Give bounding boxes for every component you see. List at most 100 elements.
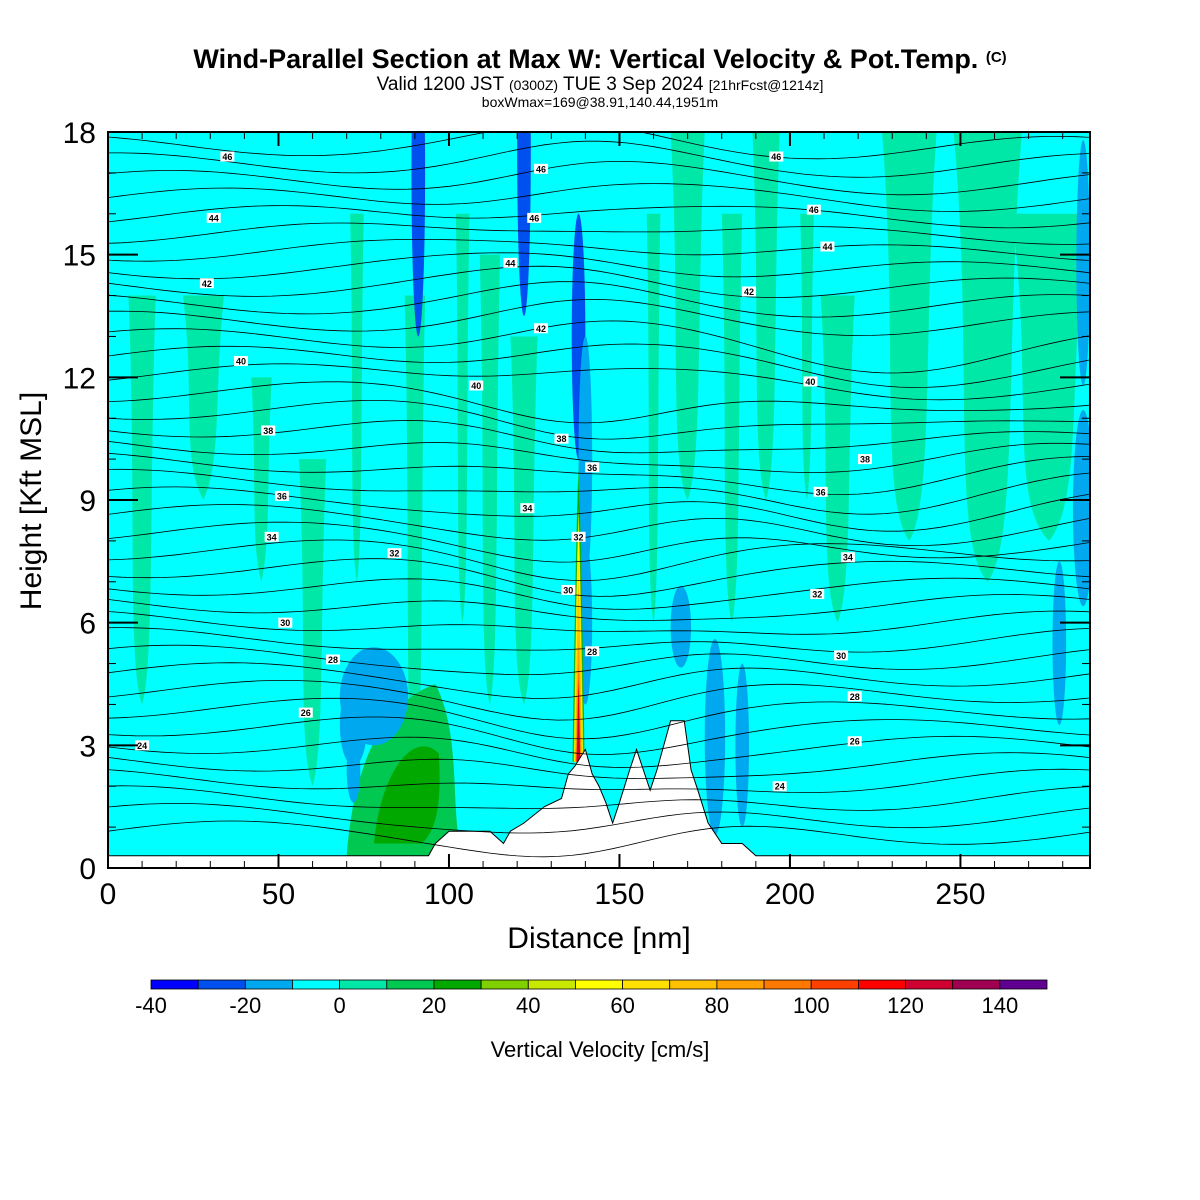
theta-label: 42 [199, 278, 214, 289]
theta-contour-line [108, 662, 1090, 699]
updraft-streak [800, 213, 814, 500]
chart-subtitle-box: boxWmax=169@38.91,140.44,1951m [481, 94, 719, 110]
terrain-profile [108, 720, 1090, 868]
colorbar-tick-label: -20 [229, 993, 261, 1018]
y-axis-label: Height [Kft MSL] [15, 392, 48, 610]
theta-contour-line [108, 752, 1090, 780]
theta-label: 46 [534, 163, 549, 174]
theta-label: 44 [820, 241, 835, 252]
updraft-streak [721, 213, 743, 623]
theta-contour-line [108, 558, 1090, 597]
colorbar-tick-label: 20 [422, 993, 446, 1018]
theta-contour-line [108, 363, 1090, 401]
theta-label: 36 [274, 490, 289, 501]
theta-label: 26 [847, 736, 862, 747]
colorbar-swatch [480, 979, 529, 990]
x-tick-label: 150 [594, 878, 644, 911]
theta-contour-line [108, 320, 1090, 374]
colorbar-swatch [999, 979, 1048, 990]
downdraft-patch [339, 684, 368, 766]
downdraft-patch [735, 663, 750, 828]
theta-label: 28 [326, 654, 341, 665]
theta-label: 24 [772, 781, 787, 792]
theta-label: 32 [571, 531, 586, 542]
theta-label: 46 [806, 204, 821, 215]
theta-contour-line [108, 802, 1090, 834]
theta-contour-line [108, 381, 1090, 424]
svg-text:36: 36 [277, 491, 287, 501]
downdraft-patch [517, 132, 531, 316]
theta-contour-line [108, 140, 1090, 178]
svg-text:46: 46 [222, 152, 232, 162]
colorbar-tick-label: 100 [793, 993, 830, 1018]
theta-contour-line [108, 265, 1090, 299]
theta-contour-line [108, 252, 1090, 280]
theta-label: 34 [840, 552, 855, 563]
theta-label: 32 [810, 589, 825, 600]
theta-label: 40 [233, 355, 248, 366]
y-tick-label: 9 [79, 485, 96, 518]
y-tick-label: 15 [63, 240, 96, 273]
theta-label: 42 [742, 286, 757, 297]
svg-text:32: 32 [389, 549, 399, 559]
y-tick-label: 6 [79, 608, 96, 641]
svg-text:40: 40 [236, 356, 246, 366]
svg-text:42: 42 [536, 324, 546, 334]
theta-label: 42 [534, 323, 549, 334]
downdraft-patch [411, 132, 426, 337]
svg-text:34: 34 [843, 553, 853, 563]
svg-text:26: 26 [301, 708, 311, 718]
theta-label: 44 [206, 212, 221, 223]
colorbar-swatch [244, 979, 293, 990]
svg-text:44: 44 [505, 258, 515, 268]
theta-label: 46 [220, 151, 235, 162]
x-tick-label: 250 [935, 878, 985, 911]
svg-text:30: 30 [280, 618, 290, 628]
downdraft-patch [578, 336, 593, 582]
svg-text:44: 44 [822, 242, 832, 252]
svg-text:40: 40 [471, 381, 481, 391]
x-axis: 0 50 100 150 200 250 [100, 132, 1064, 911]
terrain [108, 720, 1090, 868]
colorbar-swatch [905, 979, 954, 990]
plot-area: 46 46 46 44 46 46 44 44 42 42 42 40 40 40 38 38 38 36 36 36… [108, 132, 1090, 868]
svg-text:38: 38 [860, 455, 870, 465]
colorbar-swatch [150, 979, 199, 990]
colorbar-swatch [763, 979, 812, 990]
theta-contour-line [108, 343, 1090, 388]
colorbar-swatch [622, 979, 671, 990]
theta-label: 32 [387, 548, 402, 559]
theta-contour-line [108, 239, 1090, 262]
chart-subtitle-valid: Valid 1200 JST (0300Z) TUE 3 Sep 2024 [2… [376, 74, 824, 95]
y-tick-label: 0 [79, 853, 96, 886]
svg-text:46: 46 [529, 213, 539, 223]
svg-text:28: 28 [328, 655, 338, 665]
theta-contour-line [108, 577, 1090, 610]
theta-label: 40 [803, 376, 818, 387]
updraft-streak [752, 132, 780, 500]
downdraft-patch [346, 737, 361, 803]
svg-text:30: 30 [563, 585, 573, 595]
svg-text:26: 26 [850, 737, 860, 747]
theta-contour-line [108, 298, 1090, 336]
svg-text:28: 28 [850, 692, 860, 702]
svg-text:46: 46 [809, 205, 819, 215]
colorbar-swatch [575, 979, 623, 990]
theta-contour-line [108, 768, 1090, 793]
theta-contour-line [108, 610, 1090, 635]
theta-label: 46 [527, 212, 542, 223]
theta-label: 30 [561, 584, 576, 595]
theta-contours [108, 132, 1090, 858]
svg-text:36: 36 [587, 463, 597, 473]
svg-text:28: 28 [587, 647, 597, 657]
theta-label: 38 [261, 425, 276, 436]
y-tick-label: 12 [63, 362, 96, 395]
theta-label: 44 [503, 257, 518, 268]
colorbar-tick-label: 40 [516, 993, 540, 1018]
downdraft-patch [1076, 140, 1090, 386]
svg-text:24: 24 [137, 741, 147, 751]
updraft-streak [455, 213, 470, 623]
theta-label: 28 [585, 646, 600, 657]
